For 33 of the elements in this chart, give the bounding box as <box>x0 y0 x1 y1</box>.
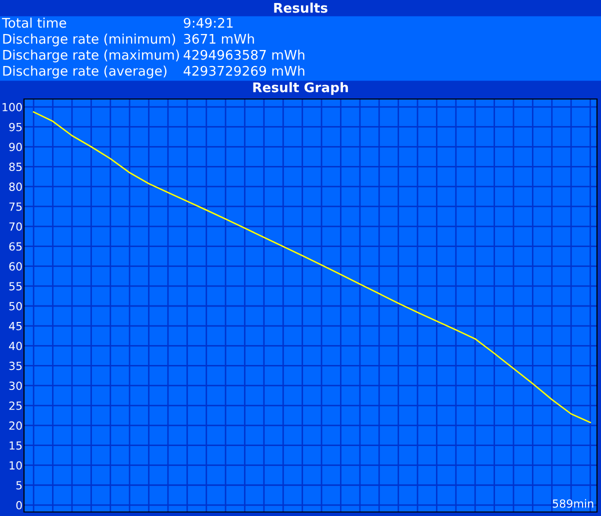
y-tick-label: 30 <box>9 382 22 390</box>
y-tick-label: 55 <box>9 282 22 290</box>
y-tick-label: 85 <box>9 162 22 172</box>
y-tick-label: 40 <box>9 342 22 350</box>
text: Discharge rate (average) <box>3 66 166 78</box>
y-tick-label: 15 <box>10 441 22 450</box>
y-tick-label: 35 <box>9 362 22 370</box>
chart-subtitle: Result Graph <box>253 82 348 95</box>
chart-title: Results <box>274 2 328 13</box>
y-tick-label: 100 <box>2 102 22 112</box>
y-tick-label: 20 <box>9 421 22 430</box>
text: 4293729269 mWh <box>184 66 304 76</box>
text: 3671 mWh <box>184 34 254 44</box>
annotation: 589min <box>552 499 594 508</box>
y-tick-label: 60 <box>9 262 22 271</box>
y-tick-label: 10 <box>10 461 22 470</box>
y-tick-label: 65 <box>9 242 22 251</box>
y-tick-label: 45 <box>9 322 22 330</box>
y-tick-label: 90 <box>9 142 22 152</box>
y-tick-label: 80 <box>9 182 22 191</box>
y-tick-label: 50 <box>9 302 22 310</box>
text: Discharge rate (maximum) <box>3 50 179 62</box>
y-tick-label: 0 <box>16 501 22 510</box>
line-series <box>32 111 591 424</box>
text: Total time <box>2 18 66 28</box>
y-tick-label: 95 <box>9 122 22 132</box>
y-tick-label: 25 <box>9 401 22 410</box>
text: 4294963587 mWh <box>184 50 304 60</box>
y-tick-label: 75 <box>9 202 22 211</box>
text: Discharge rate (minimum) <box>3 34 176 46</box>
text: 9:49:21 <box>184 18 233 28</box>
y-tick-label: 70 <box>9 222 22 231</box>
y-tick-label: 5 <box>16 481 22 490</box>
